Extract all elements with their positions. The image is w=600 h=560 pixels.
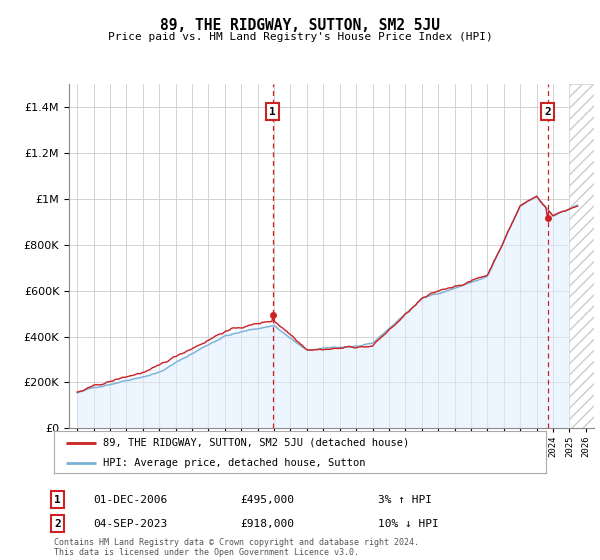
Text: 2: 2: [54, 519, 61, 529]
Text: 04-SEP-2023: 04-SEP-2023: [93, 519, 167, 529]
Text: 89, THE RIDGWAY, SUTTON, SM2 5JU: 89, THE RIDGWAY, SUTTON, SM2 5JU: [160, 18, 440, 33]
Text: 1: 1: [269, 106, 276, 116]
Text: 2: 2: [544, 106, 551, 116]
Text: Price paid vs. HM Land Registry's House Price Index (HPI): Price paid vs. HM Land Registry's House …: [107, 32, 493, 43]
Text: 1: 1: [54, 494, 61, 505]
Text: £495,000: £495,000: [240, 494, 294, 505]
Text: Contains HM Land Registry data © Crown copyright and database right 2024.
This d: Contains HM Land Registry data © Crown c…: [54, 538, 419, 557]
Text: 89, THE RIDGWAY, SUTTON, SM2 5JU (detached house): 89, THE RIDGWAY, SUTTON, SM2 5JU (detach…: [103, 438, 409, 448]
Text: 01-DEC-2006: 01-DEC-2006: [93, 494, 167, 505]
Text: £918,000: £918,000: [240, 519, 294, 529]
Text: 10% ↓ HPI: 10% ↓ HPI: [378, 519, 439, 529]
Text: HPI: Average price, detached house, Sutton: HPI: Average price, detached house, Sutt…: [103, 458, 366, 468]
Text: 3% ↑ HPI: 3% ↑ HPI: [378, 494, 432, 505]
